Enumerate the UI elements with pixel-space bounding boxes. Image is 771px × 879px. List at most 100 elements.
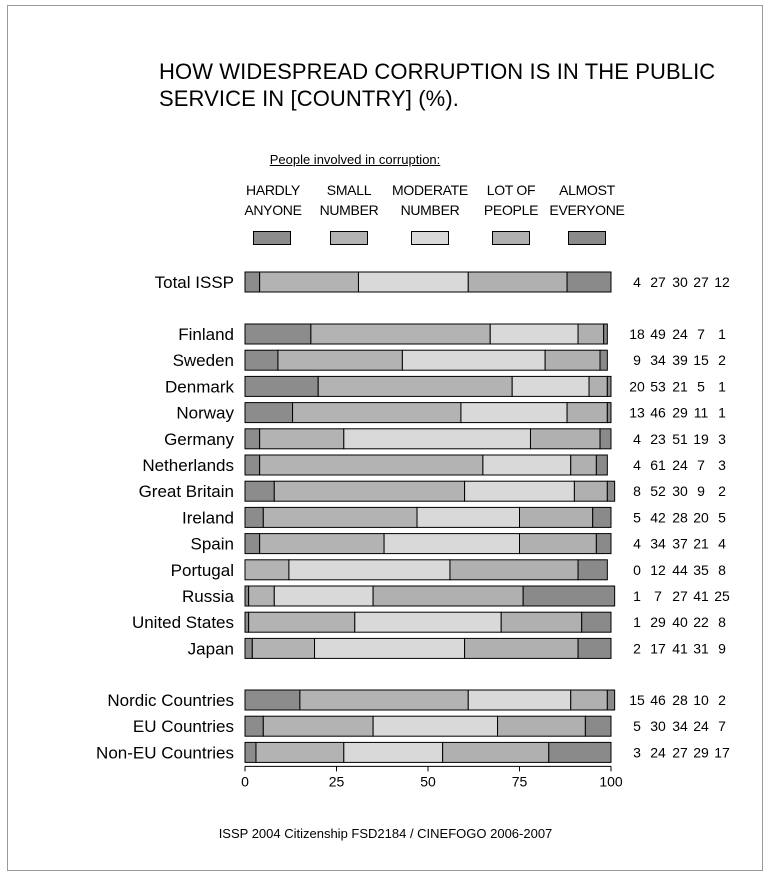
value-label: 9 — [697, 483, 705, 499]
bar-segment — [467, 689, 572, 711]
row-label: Ireland — [182, 508, 234, 527]
chart-frame — [7, 5, 763, 871]
value-label: 41 — [693, 588, 709, 604]
legend-label-almost-everyone: ALMOST EVERYONE — [537, 180, 637, 220]
value-label: 8 — [633, 483, 641, 499]
legend-swatch-hardly-anyone — [253, 231, 291, 245]
value-label: 5 — [633, 509, 641, 525]
value-label: 53 — [650, 378, 666, 394]
bar-segment — [251, 637, 316, 659]
x-tick-label: 100 — [599, 773, 623, 789]
value-label: 2 — [718, 483, 726, 499]
bar-segment — [262, 506, 418, 528]
bar-segment — [255, 741, 345, 763]
bar-segment — [401, 349, 546, 371]
bar-segment — [519, 533, 597, 555]
bar-segment — [244, 559, 290, 581]
value-label: 1 — [633, 588, 641, 604]
bar-segment — [357, 271, 469, 293]
bar-segment — [482, 454, 572, 476]
bar-segment — [511, 375, 590, 397]
value-label: 5 — [697, 378, 705, 394]
value-label: 9 — [633, 352, 641, 368]
bar-segment — [244, 689, 301, 711]
value-label: 11 — [694, 405, 709, 421]
value-label: 4 — [633, 457, 641, 473]
value-label: 42 — [650, 509, 666, 525]
value-label: 46 — [650, 692, 666, 708]
value-label: 28 — [672, 509, 688, 525]
bar-segment — [273, 585, 374, 607]
bar-segment — [244, 349, 279, 371]
bar-segment — [584, 715, 612, 737]
bar-segment — [522, 585, 616, 607]
value-label: 7 — [718, 718, 726, 734]
value-label: 13 — [629, 405, 645, 421]
row-label: Sweden — [173, 351, 234, 370]
bar-segment — [354, 611, 502, 633]
bar-segment — [273, 480, 466, 502]
value-label: 27 — [650, 274, 666, 290]
bar-segment — [244, 428, 261, 450]
bar-segment — [599, 349, 608, 371]
bar-segment — [372, 585, 524, 607]
bar-segment — [248, 611, 356, 633]
bar-segment — [588, 375, 608, 397]
value-label: 20 — [693, 509, 709, 525]
value-label: 29 — [693, 744, 709, 760]
value-label: 1 — [633, 614, 641, 630]
value-label: 20 — [629, 378, 645, 394]
value-label: 4 — [633, 431, 641, 447]
value-label: 30 — [650, 718, 666, 734]
bar-segment — [244, 637, 253, 659]
value-label: 49 — [650, 326, 666, 342]
value-label: 7 — [697, 326, 705, 342]
value-label: 23 — [650, 431, 666, 447]
bar-segment — [577, 559, 608, 581]
value-label: 21 — [672, 378, 688, 394]
value-label: 24 — [650, 744, 666, 760]
bar-segment — [259, 428, 345, 450]
bar-segment — [299, 689, 469, 711]
row-label: Netherlands — [142, 456, 234, 475]
legend-label-line: HARDLY — [246, 182, 300, 198]
value-label: 1 — [718, 326, 726, 342]
bar-segment — [244, 375, 319, 397]
bar-segment — [317, 375, 513, 397]
bar-segment — [606, 375, 612, 397]
value-label: 37 — [672, 536, 688, 552]
bar-segment — [244, 533, 261, 555]
legend-swatch-small-number — [330, 231, 368, 245]
legend-heading: People involved in corruption: — [269, 152, 441, 167]
value-label: 30 — [672, 274, 688, 290]
bar-segment — [442, 741, 550, 763]
bar-segment — [464, 637, 579, 659]
title-line-2: SERVICE IN [COUNTRY] (%). — [159, 86, 459, 111]
bar-segment — [262, 715, 374, 737]
row-label: Total ISSP — [155, 273, 234, 292]
value-label: 5 — [718, 509, 726, 525]
value-label: 24 — [672, 457, 688, 473]
value-label: 17 — [714, 744, 730, 760]
row-label: Denmark — [165, 377, 234, 396]
legend-label-line: SMALL — [326, 182, 372, 198]
legend-label-line: LOT OF — [486, 182, 536, 198]
legend-label-line: NUMBER — [400, 202, 460, 218]
row-label: Spain — [191, 535, 234, 554]
bar-segment — [606, 402, 612, 424]
bar-segment — [467, 271, 568, 293]
value-label: 39 — [672, 352, 688, 368]
row-label: Non-EU Countries — [96, 743, 234, 762]
value-label: 28 — [672, 692, 688, 708]
value-label: 1 — [718, 378, 726, 394]
value-label: 34 — [650, 536, 666, 552]
bar-segment — [592, 506, 612, 528]
value-label: 2 — [718, 352, 726, 368]
value-label: 12 — [650, 562, 666, 578]
value-label: 29 — [650, 614, 666, 630]
bar-segment — [577, 637, 612, 659]
bar-segment — [570, 689, 608, 711]
value-label: 15 — [693, 352, 709, 368]
value-label: 4 — [633, 536, 641, 552]
